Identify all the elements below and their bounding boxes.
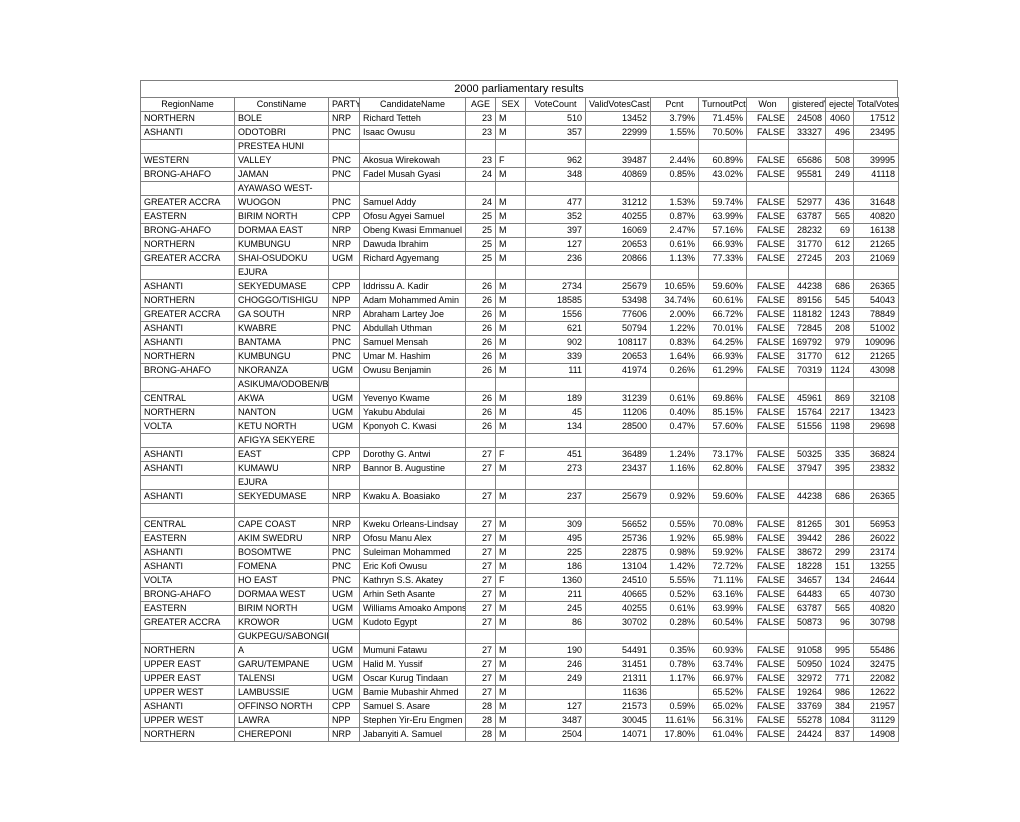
- table-row: GUKPEGU/SABONGID: [141, 630, 899, 644]
- table-row: ASHANTIODOTOBRIPNCIsaac Owusu23M35722999…: [141, 126, 899, 140]
- table-row: ASHANTIBANTAMAPNCSamuel Mensah26M9021081…: [141, 336, 899, 350]
- col-PARTY: PARTY: [329, 98, 360, 112]
- table-row: ASHANTISEKYEDUMASECPPIddrissu A. Kadir26…: [141, 280, 899, 294]
- table-row: NORTHERNCHOGGO/TISHIGUNPPAdam Mohammed A…: [141, 294, 899, 308]
- table-row: CENTRALAKWAUGMYevenyo Kwame26M189312390.…: [141, 392, 899, 406]
- table-title: 2000 parliamentary results: [140, 80, 898, 97]
- table-row: NORTHERNCHEREPONINRPJabanyiti A. Samuel2…: [141, 728, 899, 742]
- table-row: GREATER ACCRASHAI-OSUDOKUUGMRichard Agye…: [141, 252, 899, 266]
- col-SEX: SEX: [496, 98, 526, 112]
- table-row: BRONG-AHAFONKORANZAUGMOwusu Benjamin26M1…: [141, 364, 899, 378]
- table-container: 2000 parliamentary results RegionNameCon…: [140, 80, 898, 742]
- col-ValidVotesCast: ValidVotesCast: [586, 98, 651, 112]
- table-row: WESTERNVALLEYPNCAkosua Wirekowah23F96239…: [141, 154, 899, 168]
- table-row: ASHANTIFOMENAPNCEric Kofi Owusu27M186131…: [141, 560, 899, 574]
- table-row: EJURA: [141, 266, 899, 280]
- table-row: ASHANTIKWABREPNCAbdullah Uthman26M621507…: [141, 322, 899, 336]
- col-TotalVotes: TotalVotes: [854, 98, 899, 112]
- table-row: ASHANTIOFFINSO NORTHCPPSamuel S. Asare28…: [141, 700, 899, 714]
- col-gisteredVot: gisteredVot: [789, 98, 826, 112]
- table-row: UPPER EASTTALENSIUGMOscar Kurug Tindaan2…: [141, 672, 899, 686]
- table-row: AYAWASO WEST-: [141, 182, 899, 196]
- table-row: PRESTEA HUNI: [141, 140, 899, 154]
- table-row: GREATER ACCRAWUOGONPNCSamuel Addy24M4773…: [141, 196, 899, 210]
- table-row: AFIGYA SEKYERE: [141, 434, 899, 448]
- table-row: VOLTAKETU NORTHUGMKponyoh C. Kwasi26M134…: [141, 420, 899, 434]
- table-row: ASHANTISEKYEDUMASENRPKwaku A. Boasiako27…: [141, 490, 899, 504]
- col-AGE: AGE: [466, 98, 496, 112]
- table-row: VOLTAHO EASTPNCKathryn S.S. Akatey27F136…: [141, 574, 899, 588]
- table-row: NORTHERNKUMBUNGUNRPDawuda Ibrahim25M1272…: [141, 238, 899, 252]
- table-row: ASHANTIBOSOMTWEPNCSuleiman Mohammed27M22…: [141, 546, 899, 560]
- table-row: ASHANTIKUMAWUNRPBannor B. Augustine27M27…: [141, 462, 899, 476]
- table-row: ASIKUMA/ODOBEN/BR: [141, 378, 899, 392]
- table-row: BRONG-AHAFOJAMANPNCFadel Musah Gyasi24M3…: [141, 168, 899, 182]
- table-row: EASTERNBIRIM NORTHCPPOfosu Agyei Samuel2…: [141, 210, 899, 224]
- table-row: NORTHERNAUGMMumuni Fatawu27M190544910.35…: [141, 644, 899, 658]
- col-Pcnt: Pcnt: [651, 98, 699, 112]
- table-row: [141, 504, 899, 518]
- header-row: RegionNameConstiNamePARTYCandidateNameAG…: [141, 98, 899, 112]
- results-table: RegionNameConstiNamePARTYCandidateNameAG…: [140, 97, 899, 742]
- table-row: EJURA: [141, 476, 899, 490]
- table-row: NORTHERNNANTONUGMYakubu Abdulai26M451120…: [141, 406, 899, 420]
- table-row: CENTRALCAPE COASTNRPKweku Orleans-Lindsa…: [141, 518, 899, 532]
- col-Won: Won: [747, 98, 789, 112]
- table-row: GREATER ACCRAKROWORUGMKudoto Egypt27M863…: [141, 616, 899, 630]
- table-row: EASTERNAKIM SWEDRUNRPOfosu Manu Alex27M4…: [141, 532, 899, 546]
- col-TurnoutPct: TurnoutPct: [699, 98, 747, 112]
- table-row: NORTHERNKUMBUNGUPNCUmar M. Hashim26M3392…: [141, 350, 899, 364]
- col-ConstiName: ConstiName: [235, 98, 329, 112]
- table-row: UPPER WESTLAWRANPPStephen Yir-Eru Engmen…: [141, 714, 899, 728]
- table-row: NORTHERNBOLENRPRichard Tetteh23M51013452…: [141, 112, 899, 126]
- table-row: BRONG-AHAFODORMAA WESTUGMArhin Seth Asan…: [141, 588, 899, 602]
- table-row: BRONG-AHAFODORMAA EASTNRPObeng Kwasi Emm…: [141, 224, 899, 238]
- table-row: EASTERNBIRIM NORTHUGMWilliams Amoako Amp…: [141, 602, 899, 616]
- col-CandidateName: CandidateName: [360, 98, 466, 112]
- col-RegionName: RegionName: [141, 98, 235, 112]
- col-ejectedVo: ejectedVo: [826, 98, 854, 112]
- table-row: UPPER WESTLAMBUSSIEUGMBamie Mubashir Ahm…: [141, 686, 899, 700]
- table-row: ASHANTIEASTCPPDorothy G. Antwi27F4513648…: [141, 448, 899, 462]
- table-row: GREATER ACCRAGA SOUTHNRPAbraham Lartey J…: [141, 308, 899, 322]
- table-row: UPPER EASTGARU/TEMPANEUGMHalid M. Yussif…: [141, 658, 899, 672]
- col-VoteCount: VoteCount: [526, 98, 586, 112]
